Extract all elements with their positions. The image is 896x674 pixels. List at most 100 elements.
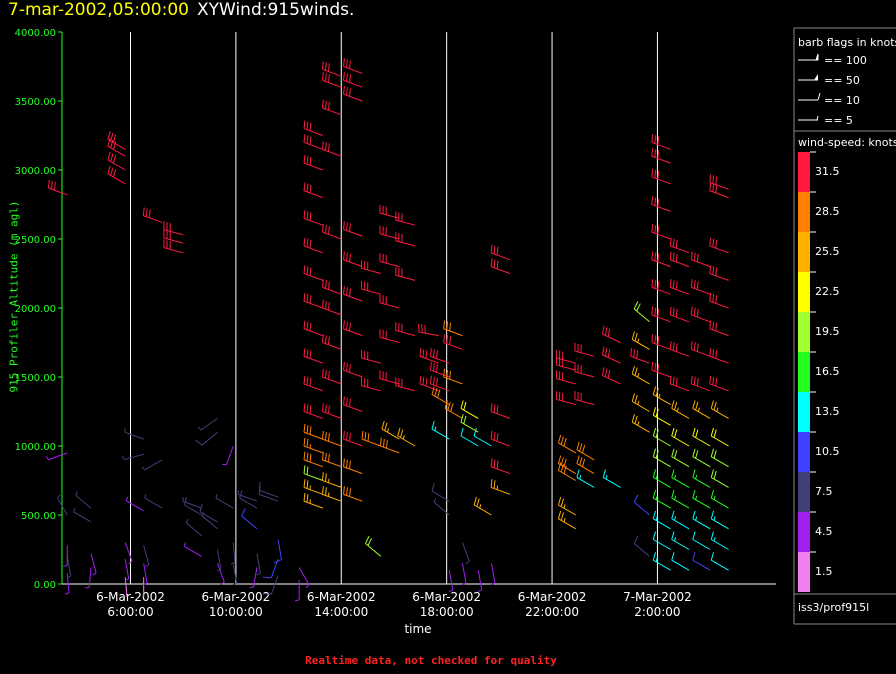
wind-barb-feather bbox=[675, 377, 678, 387]
wind-barb-staff bbox=[239, 497, 258, 509]
wind-barb-feather bbox=[425, 350, 428, 359]
wind-barb-feather bbox=[692, 400, 696, 409]
wind-barb-feather bbox=[446, 369, 449, 379]
wind-barb-feather bbox=[321, 223, 324, 233]
wind-barb-feather bbox=[309, 426, 312, 435]
wind-barb-feather bbox=[604, 347, 608, 357]
wind-barb-feather bbox=[321, 368, 324, 378]
wind-barb-half-feather bbox=[490, 582, 496, 586]
wind-barb-staff bbox=[670, 348, 690, 357]
wind-barb-feather bbox=[710, 427, 715, 437]
wind-barb-feather bbox=[693, 280, 696, 289]
wind-barb-feather bbox=[695, 450, 699, 459]
wind-barb-half-feather bbox=[477, 589, 482, 593]
wind-barb-feather bbox=[112, 168, 117, 178]
wind-barb-feather bbox=[672, 342, 675, 351]
wind-barb-feather bbox=[634, 395, 638, 404]
wind-barb-feather bbox=[306, 266, 309, 275]
wind-barb-feather bbox=[239, 490, 243, 499]
y-tick-label: 4000.00 bbox=[15, 28, 56, 39]
wind-barb-half-feather bbox=[232, 582, 237, 586]
wind-barb-feather bbox=[712, 294, 715, 303]
speed-bin-label: 16.5 bbox=[815, 365, 840, 378]
wind-barb-half-feather bbox=[64, 592, 70, 595]
wind-barb-feather bbox=[107, 138, 111, 147]
wind-barb-half-feather bbox=[674, 536, 677, 542]
wind-barb-staff bbox=[322, 493, 342, 502]
wind-barb-staff bbox=[395, 385, 416, 392]
wind-barb-feather bbox=[343, 320, 345, 329]
wind-barb-feather bbox=[657, 198, 660, 207]
y-tick-label: 3500.00 bbox=[15, 97, 56, 108]
wind-barb-feather bbox=[563, 465, 567, 474]
wind-barb-staff bbox=[199, 511, 218, 523]
wind-barb-feather bbox=[651, 279, 654, 288]
wind-barb-staff bbox=[379, 260, 400, 268]
wind-barb-feather bbox=[560, 498, 564, 507]
wind-barb-staff bbox=[651, 259, 671, 268]
wind-barb-staff bbox=[602, 333, 621, 343]
wind-barb-feather bbox=[709, 320, 712, 329]
wind-barb-feather bbox=[712, 321, 715, 330]
wind-barb-feather bbox=[671, 552, 675, 561]
wind-barb-feather bbox=[346, 87, 348, 96]
wind-barb-staff bbox=[238, 493, 258, 502]
wind-barb-feather bbox=[631, 414, 635, 423]
wind-barb-feather bbox=[655, 429, 659, 438]
wind-barb-feather bbox=[493, 432, 496, 441]
wind-barb-staff bbox=[200, 417, 218, 431]
wind-barb-feather bbox=[346, 459, 348, 468]
wind-barb-feather bbox=[709, 182, 712, 191]
wind-barb-feather bbox=[473, 496, 477, 506]
wind-barb-staff bbox=[322, 411, 342, 419]
wind-barb-staff bbox=[556, 378, 576, 385]
wind-barb-staff bbox=[322, 438, 342, 447]
wind-barb-feather bbox=[657, 253, 660, 263]
wind-barb-feather bbox=[303, 493, 306, 502]
wind-barb-feather bbox=[349, 364, 351, 373]
wind-barb-feather bbox=[324, 62, 327, 71]
wind-barb-feather bbox=[349, 288, 351, 297]
wind-barb-staff bbox=[576, 476, 595, 488]
wind-barb-feather bbox=[112, 141, 117, 150]
wind-barb-feather bbox=[110, 132, 114, 142]
wind-barb-feather bbox=[715, 350, 718, 359]
wind-barb-staff bbox=[343, 228, 363, 237]
wind-barb-staff bbox=[343, 466, 363, 475]
wind-barb-half-feather bbox=[56, 494, 61, 499]
wind-barb-feather bbox=[303, 134, 306, 143]
wind-barb-feather bbox=[672, 307, 675, 317]
wind-barb-staff bbox=[90, 553, 97, 574]
wind-barb-feather bbox=[652, 490, 657, 499]
wind-barb-feather bbox=[696, 343, 699, 352]
wind-barb-staff bbox=[651, 155, 671, 164]
wind-barb-half-feather bbox=[434, 426, 437, 431]
wind-barb-feather bbox=[674, 401, 678, 411]
wind-barb-staff bbox=[433, 501, 450, 516]
wind-barb-staff bbox=[303, 459, 324, 468]
wind-barb-feather bbox=[431, 421, 435, 430]
wind-barb-feather bbox=[579, 443, 583, 452]
wind-barb-feather bbox=[657, 226, 660, 235]
wind-barb-feather bbox=[306, 425, 309, 434]
wind-barb-feather bbox=[651, 361, 654, 371]
wind-barb-half-feather bbox=[125, 496, 128, 501]
wind-barb-feather bbox=[490, 258, 493, 267]
wind-barb-feather bbox=[306, 121, 309, 130]
speed-bin-label: 4.5 bbox=[815, 525, 833, 538]
wind-barb-feather bbox=[607, 328, 611, 337]
wind-barb-feather bbox=[50, 180, 53, 190]
wind-barb-feather bbox=[327, 226, 330, 235]
wind-barb-staff bbox=[633, 543, 650, 557]
wind-barb-staff bbox=[418, 331, 439, 337]
wind-barb-feather bbox=[633, 494, 639, 503]
wind-barb-half-feather bbox=[433, 498, 437, 503]
wind-barb-staff bbox=[558, 463, 577, 475]
wind-barb-feather bbox=[444, 400, 448, 409]
wind-barb-staff bbox=[653, 559, 671, 571]
wind-barb-staff bbox=[322, 376, 342, 385]
wind-barb-staff bbox=[691, 348, 711, 357]
speed-bin-label: 28.5 bbox=[815, 205, 840, 218]
wind-barb-feather bbox=[324, 473, 327, 482]
wind-barb-feather bbox=[601, 325, 605, 335]
